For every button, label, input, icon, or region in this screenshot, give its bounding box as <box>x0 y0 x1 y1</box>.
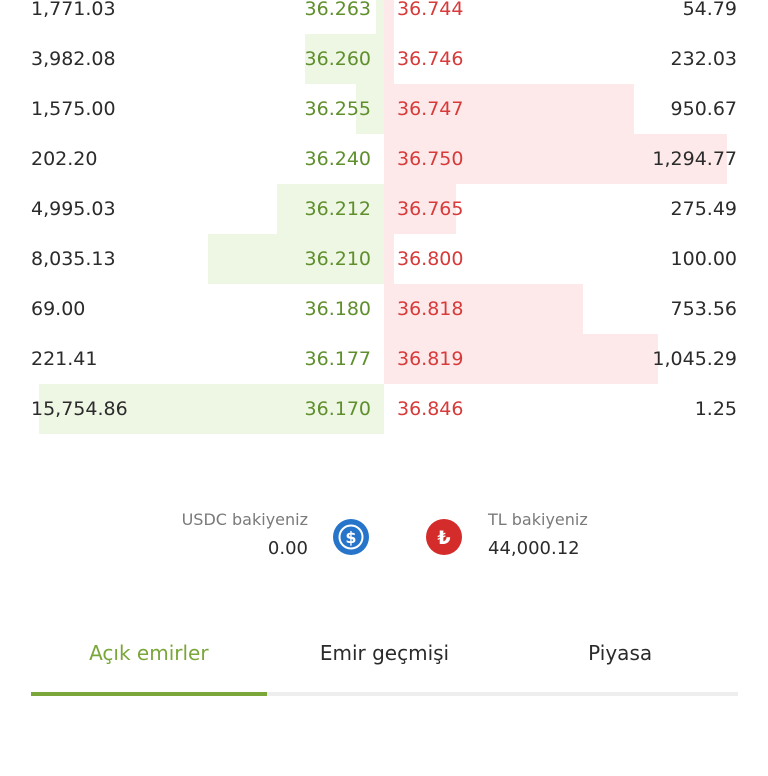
bid-amount: 1,575.00 <box>31 98 116 120</box>
lira-coin-icon: ₺ <box>426 519 462 555</box>
ask-depth-bar <box>384 234 395 284</box>
order-book-row[interactable]: 1,771.03 36.263 36.744 54.79 <box>0 0 768 34</box>
ask-price: 36.818 <box>397 298 464 320</box>
bid-price: 36.180 <box>304 298 371 320</box>
bid-amount: 3,982.08 <box>31 48 116 70</box>
bid-price: 36.212 <box>304 198 371 220</box>
order-book-row[interactable]: 69.00 36.180 36.818 753.56 <box>0 284 768 334</box>
ask-depth-bar <box>384 0 395 34</box>
bid-price: 36.210 <box>304 248 371 270</box>
tab-order-history[interactable]: Emir geçmişi <box>319 641 450 665</box>
bid-depth-bar <box>356 84 384 134</box>
bid-price: 36.263 <box>304 0 371 20</box>
tl-balance-value: 44,000.12 <box>488 538 580 559</box>
usdc-balance-value: 0.00 <box>267 538 308 559</box>
ask-amount: 275.49 <box>670 198 737 220</box>
tab-market[interactable]: Piyasa <box>588 641 653 665</box>
svg-text:₺: ₺ <box>437 527 450 549</box>
ask-price: 36.750 <box>397 148 464 170</box>
ask-amount: 232.03 <box>670 48 737 70</box>
orders-tabs: Açık emirler Emir geçmişi Piyasa <box>31 626 738 696</box>
bid-price: 36.240 <box>304 148 371 170</box>
ask-amount: 753.56 <box>670 298 737 320</box>
ask-amount: 100.00 <box>670 248 737 270</box>
bid-depth-bar <box>277 184 384 234</box>
active-tab-indicator <box>31 692 267 696</box>
balances-section: USDC bakiyeniz 0.00 $ ₺ TL bakiyeniz 44,… <box>0 500 768 570</box>
ask-depth-bar <box>384 84 635 134</box>
ask-depth-bar <box>384 284 583 334</box>
svg-text:$: $ <box>345 528 356 547</box>
bid-amount: 15,754.86 <box>31 398 128 420</box>
tab-open-orders[interactable]: Açık emirler <box>89 641 209 665</box>
bid-price: 36.170 <box>304 398 371 420</box>
bid-price: 36.255 <box>304 98 371 120</box>
ask-amount: 1,294.77 <box>652 148 737 170</box>
bid-depth-bar <box>376 0 384 34</box>
usdc-coin-icon: $ <box>333 519 369 555</box>
ask-price: 36.800 <box>397 248 464 270</box>
bid-depth-bar <box>304 34 384 84</box>
order-book-row[interactable]: 221.41 36.177 36.819 1,045.29 <box>0 334 768 384</box>
ask-price: 36.747 <box>397 98 464 120</box>
tab-indicator-track <box>31 692 738 696</box>
ask-depth-bar <box>384 334 659 384</box>
order-book-row[interactable]: 3,982.08 36.260 36.746 232.03 <box>0 34 768 84</box>
ask-price: 36.846 <box>397 398 464 420</box>
ask-price: 36.744 <box>397 0 464 20</box>
bid-depth-bar <box>39 384 384 434</box>
bid-depth-bar <box>208 234 384 284</box>
ask-amount: 1,045.29 <box>652 348 737 370</box>
bid-amount: 69.00 <box>31 298 86 320</box>
bid-amount: 8,035.13 <box>31 248 116 270</box>
order-book-row[interactable]: 202.20 36.240 36.750 1,294.77 <box>0 134 768 184</box>
bid-amount: 4,995.03 <box>31 198 116 220</box>
bid-amount: 221.41 <box>31 348 98 370</box>
ask-depth-bar <box>384 34 395 84</box>
ask-price: 36.746 <box>397 48 464 70</box>
open-order-row[interactable] <box>31 752 738 776</box>
ask-amount: 1.25 <box>694 398 737 420</box>
usdc-balance-label: USDC bakiyeniz <box>181 510 308 529</box>
bid-price: 36.260 <box>304 48 371 70</box>
order-book: 1,771.03 36.263 36.744 54.79 3,982.08 36.260 3… <box>0 0 768 434</box>
order-book-row[interactable]: 8,035.13 36.210 36.800 100.00 <box>0 234 768 284</box>
ask-depth-bar <box>384 134 727 184</box>
tl-balance-label: TL bakiyeniz <box>488 510 588 529</box>
order-book-row[interactable]: 4,995.03 36.212 36.765 275.49 <box>0 184 768 234</box>
ask-price: 36.819 <box>397 348 464 370</box>
order-book-row[interactable]: 1,575.00 36.255 36.747 950.67 <box>0 84 768 134</box>
bid-amount: 202.20 <box>31 148 98 170</box>
ask-price: 36.765 <box>397 198 464 220</box>
order-book-row[interactable]: 15,754.86 36.170 36.846 1.25 <box>0 384 768 434</box>
bid-price: 36.177 <box>304 348 371 370</box>
ask-amount: 950.67 <box>670 98 737 120</box>
ask-amount: 54.79 <box>682 0 737 20</box>
ask-depth-bar <box>384 184 457 234</box>
bid-amount: 1,771.03 <box>31 0 116 20</box>
